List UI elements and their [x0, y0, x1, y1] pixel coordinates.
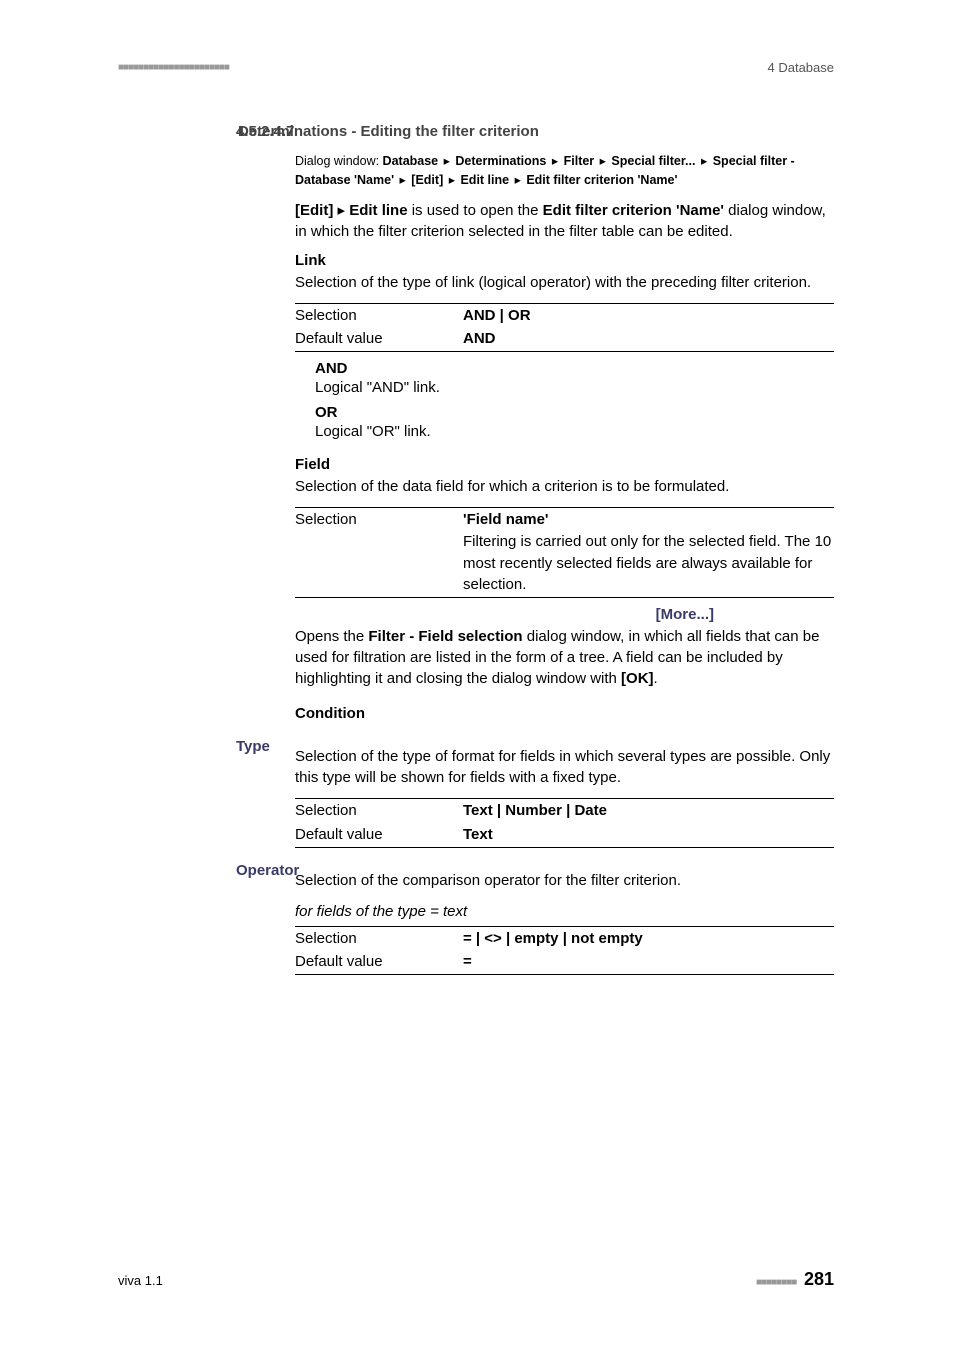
field-desc: Selection of the data field for which a … [295, 476, 834, 497]
more-content: Opens the Filter - Field selection dialo… [295, 626, 834, 722]
breadcrumb-prefix: Dialog window: [295, 154, 383, 168]
triangle-icon: ▸ [445, 173, 458, 187]
row-value: Text | Number | Date [463, 802, 607, 819]
def-text: Logical "OR" link. [315, 421, 834, 442]
page-footer: viva 1.1 ■■■■■■■■ 281 [118, 1269, 834, 1290]
definition-or: OR Logical "OR" link. [315, 404, 834, 442]
link-desc: Selection of the type of link (logical o… [295, 272, 834, 293]
breadcrumb-part: Edit line [460, 173, 509, 187]
more-paragraph: Opens the Filter - Field selection dialo… [295, 626, 834, 689]
breadcrumb-part: Filter [564, 154, 595, 168]
row-value: = [463, 953, 472, 970]
breadcrumb-part: Edit filter criterion 'Name' [526, 173, 677, 187]
table-row: Default value = [295, 950, 834, 974]
row-label: Selection [295, 800, 463, 822]
type-table: Selection Text | Number | Date Default v… [295, 798, 834, 848]
row-label: Selection [295, 305, 463, 327]
breadcrumb-part: Database [383, 154, 439, 168]
row-label: Selection [295, 928, 463, 950]
table-row: Default value Text [295, 823, 834, 847]
more-bold: [OK] [621, 670, 654, 687]
triangle-icon: ▸ [596, 154, 609, 168]
section-number: 4.5.2.4.7 [236, 123, 294, 140]
triangle-icon: ▸ [511, 173, 524, 187]
breadcrumb-part: [Edit] [411, 173, 443, 187]
breadcrumb-part: Special filter... [611, 154, 695, 168]
more-text: Opens the [295, 628, 368, 645]
more-label: [More...] [656, 606, 714, 623]
section-heading-row: 4.5.2.4.7 Determinations - Editing the f… [118, 123, 834, 140]
row-label: Default value [295, 951, 463, 973]
footer-ornament: ■■■■■■■■ [756, 1277, 796, 1288]
row-value: AND | OR [463, 307, 531, 324]
intro-text: is used to open the [408, 202, 543, 219]
def-term: AND [315, 360, 834, 377]
triangle-icon: ▸ [440, 154, 453, 168]
link-heading: Link [295, 252, 834, 269]
row-value: = | <> | empty | not empty [463, 930, 643, 947]
table-row: Selection AND | OR [295, 304, 834, 328]
row-label: Selection [295, 509, 463, 596]
operator-desc: Selection of the comparison operator for… [295, 870, 834, 891]
operator-subtitle: for fields of the type = text [295, 901, 834, 922]
operator-label: Operator [236, 862, 299, 879]
page-number: 281 [804, 1269, 834, 1289]
def-text: Logical "AND" link. [315, 377, 834, 398]
footer-left: viva 1.1 [118, 1273, 163, 1288]
operator-table: Selection = | <> | empty | not empty Def… [295, 926, 834, 976]
table-row: Selection 'Field name' Filtering is carr… [295, 508, 834, 597]
row-value: AND [463, 330, 496, 347]
type-label: Type [236, 738, 270, 755]
intro-bold: Edit filter criterion 'Name' [543, 202, 724, 219]
triangle-icon: ▸ [548, 154, 561, 168]
more-bold: Filter - Field selection [368, 628, 522, 645]
table-row: Selection Text | Number | Date [295, 799, 834, 823]
row-label: Default value [295, 824, 463, 846]
intro-bold: Edit line [349, 202, 407, 219]
triangle-icon: ▸ [697, 154, 710, 168]
breadcrumb: Dialog window: Database ▸ Determinations… [295, 152, 834, 190]
row-desc: Filtering is carried out only for the se… [463, 531, 834, 596]
intro-paragraph: [Edit] ▸ Edit line is used to open the E… [295, 200, 834, 242]
table-row: Default value AND [295, 327, 834, 351]
field-heading: Field [295, 456, 834, 473]
type-desc: Selection of the type of format for fiel… [295, 746, 834, 788]
type-content: Selection of the type of format for fiel… [295, 746, 834, 848]
row-value: Text [463, 826, 493, 843]
header-ornament: ■■■■■■■■■■■■■■■■■■■■■■ [118, 62, 229, 73]
page-header: ■■■■■■■■■■■■■■■■■■■■■■ 4 Database [118, 60, 834, 75]
breadcrumb-part: Determinations [455, 154, 546, 168]
definition-and: AND Logical "AND" link. [315, 360, 834, 398]
section-title: Determinations - Editing the filter crit… [238, 123, 834, 140]
def-term: OR [315, 404, 834, 421]
triangle-icon: ▸ [396, 173, 409, 187]
operator-content: Selection of the comparison operator for… [295, 870, 834, 976]
more-text: . [654, 670, 658, 687]
table-row: Selection = | <> | empty | not empty [295, 927, 834, 951]
row-value: 'Field name' [463, 511, 549, 528]
link-table: Selection AND | OR Default value AND [295, 303, 834, 353]
field-table: Selection 'Field name' Filtering is carr… [295, 507, 834, 598]
content-area: Dialog window: Database ▸ Determinations… [295, 152, 834, 598]
intro-bold: [Edit] [295, 202, 333, 219]
chapter-label: 4 Database [768, 60, 835, 75]
condition-heading: Condition [295, 705, 834, 722]
triangle-icon: ▸ [333, 202, 349, 219]
row-label: Default value [295, 328, 463, 350]
